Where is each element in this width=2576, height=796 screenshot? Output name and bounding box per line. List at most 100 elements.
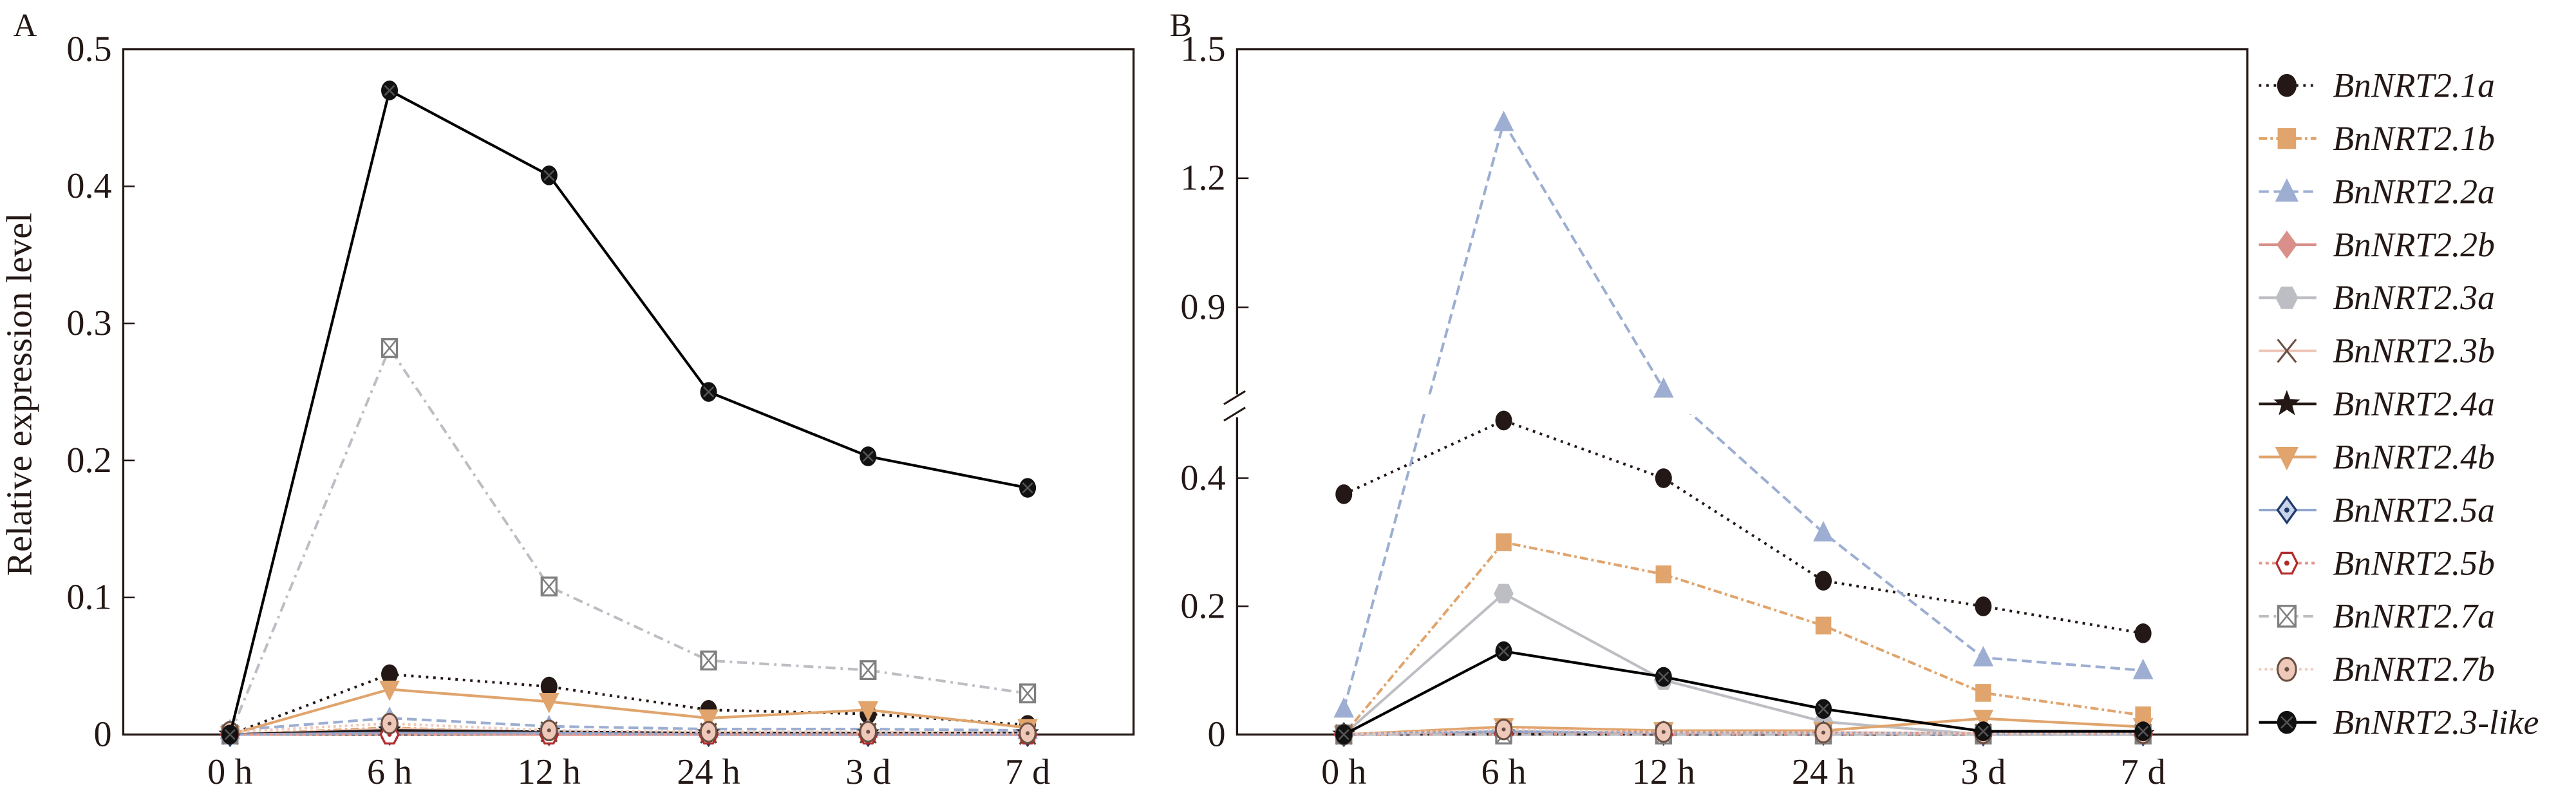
legend-item: BnNRT2.7a [2259,597,2495,636]
legend-marker [2277,73,2297,97]
series-line [229,88,1028,735]
legend: BnNRT2.1a BnNRT2.1b BnNRT2.2a BnNRT2.2b BnNR… [2259,66,2539,742]
x-tick-label: 6 h [367,752,412,792]
x-tick-label: 3 d [1960,752,2006,792]
plot-frame-a [122,48,1135,736]
legend-item: BnNRT2.7b [2259,650,2495,688]
series-line [229,688,1028,736]
data-point [1019,722,1037,744]
legend-item: BnNRT2.5a [2259,491,2495,529]
data-point [1653,377,1674,398]
x-tick-label: 6 h [1481,752,1526,792]
legend-label: BnNRT2.5a [2333,491,2495,529]
series-line [1343,419,2143,635]
legend-item: BnNRT2.3a [2259,278,2495,317]
axis-break-gap [1228,394,1246,418]
legend-marker [2275,447,2299,471]
series-BnNRT2.1a [1335,410,2152,643]
series-BnNRT2.3-like [221,81,1037,744]
y-tick-label: 0.4 [1180,458,1225,498]
data-point [1975,596,1992,616]
legend-marker [2275,178,2299,202]
data-point [858,701,879,722]
x-tick-label: 7 d [1005,752,1050,792]
series-line [1343,650,2143,736]
data-point [1814,721,1832,744]
legend-label: BnNRT2.7a [2333,597,2495,636]
data-point [699,721,718,743]
x-tick-label: 24 h [1792,752,1855,792]
legend-item: BnNRT2.1a [2259,66,2495,105]
data-point [1019,683,1037,704]
legend-label: BnNRT2.4a [2333,384,2495,423]
series-line [1428,118,1672,395]
y-tick-label: 0.1 [66,578,111,618]
x-tick-label: 12 h [1632,752,1695,792]
series-line [1342,414,2143,710]
legend-marker [2277,605,2297,628]
data-point [700,650,717,671]
chart-a: 0 0.1 0.2 0.3 0.4 0.5 0 h 6 h 12 h 24 h 3 d 7 d [66,29,1050,792]
data-point [538,692,559,714]
data-point [1973,710,1994,730]
data-point [1813,520,1834,542]
x-tick-label: 0 h [207,752,252,792]
data-point [540,676,558,697]
legend-label: BnNRT2.2b [2333,225,2495,264]
y-axis-label: Relative expression level [0,213,40,576]
data-point [860,446,877,466]
legend-item: BnNRT2.3b [2259,332,2495,370]
legend-label: BnNRT2.3b [2333,332,2495,370]
data-point [1655,565,1672,583]
legend-marker [2277,231,2297,259]
legend-marker [2277,656,2297,682]
legend-marker [2276,495,2298,525]
y-tick-label: 1.2 [1180,158,1225,198]
x-tick-label: 0 h [1321,752,1366,792]
data-point [381,81,399,100]
legend-label: BnNRT2.7b [2333,650,2495,688]
legend-label: BnNRT2.1a [2333,66,2495,105]
legend-item: BnNRT2.4a [2259,384,2495,423]
data-point [1655,721,1673,743]
legend-label: BnNRT2.4b [2333,437,2495,476]
x-tick-label: 24 h [677,752,740,792]
data-point [1335,725,1353,744]
data-point [1335,484,1353,504]
data-point [379,680,400,701]
data-point [1495,410,1512,431]
legend-item: BnNRT2.1b [2259,119,2495,158]
series-BnNRT2.3a [1334,583,2153,744]
data-point [1019,478,1037,498]
data-point [860,660,877,680]
data-point [1815,699,1832,719]
series-line [1344,421,2143,633]
x-tick-label: 12 h [518,752,581,792]
plot-frame-b [1236,48,2249,736]
y-tick-label: 0.2 [1180,586,1225,626]
data-point [1494,583,1514,603]
series-line [229,345,1028,735]
series-line [229,672,1028,736]
data-point [1975,684,1991,702]
legend-item: BnNRT2.2b [2259,225,2495,264]
data-point [1493,110,1514,131]
legend-marker [2277,128,2297,149]
legend-item: BnNRT2.5b [2259,544,2495,582]
legend-item: BnNRT2.3-like [2259,703,2539,742]
series-line [230,729,1028,736]
legend-marker [2277,338,2297,363]
data-point [2134,623,2152,643]
data-point [1655,667,1672,687]
legend-marker [2277,710,2297,734]
data-point [698,709,719,730]
series-BnNRT2.3-like [1335,641,2152,744]
data-point [1655,468,1672,488]
data-point [1496,533,1512,551]
data-point [540,166,558,185]
axis-break-mark [1223,390,1246,422]
data-point [381,664,399,685]
y-tick-label: 0 [1207,714,1225,754]
legend-item: BnNRT2.2a [2259,172,2495,211]
chart-b: 0 0.2 0.4 0.9 1.2 1.5 0 h 6 h 12 h 24 h 3 d 7 d [1180,29,2165,792]
